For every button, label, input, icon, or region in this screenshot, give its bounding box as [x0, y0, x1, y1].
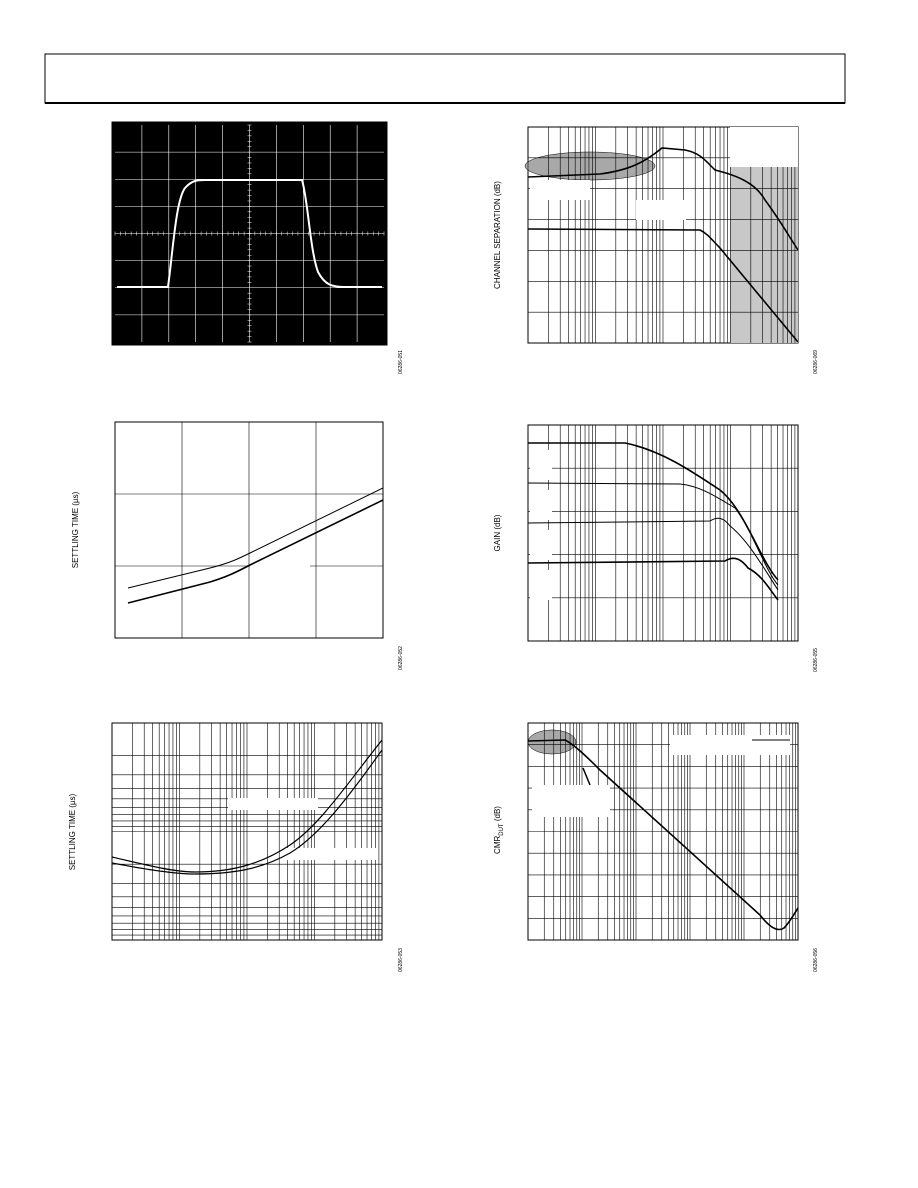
- y-axis-label: CHANNEL SEPARATION (dB): [493, 181, 502, 289]
- y-axis-label: CMRDUT (dB): [493, 806, 505, 854]
- blank-label-area: [530, 530, 552, 560]
- curve: [527, 557, 779, 601]
- curve: [527, 517, 779, 591]
- y-axis-label: SETTLING TIME (µs): [71, 491, 80, 568]
- blank-label-area: [530, 450, 552, 480]
- blank-label-area: [530, 490, 552, 520]
- figure-id: 06286-051: [398, 350, 404, 374]
- curve: [527, 739, 799, 931]
- blank-label-area: [228, 798, 318, 810]
- figure-id: 06286-056: [813, 948, 819, 972]
- curve: [528, 442, 779, 581]
- y-axis-label: GAIN (dB): [493, 514, 502, 551]
- curve: [127, 487, 384, 589]
- scope-plot: [111, 121, 388, 346]
- curve: [527, 228, 799, 343]
- cmr-plot: [527, 722, 799, 941]
- blank-label-area: [730, 127, 798, 167]
- arrow: [582, 767, 591, 786]
- settling-log-plot: [111, 722, 383, 941]
- figure-id: 06286-052: [398, 646, 404, 670]
- curve: [111, 749, 383, 875]
- figure-id: 06286-069: [813, 350, 819, 374]
- curve: [127, 499, 384, 604]
- y-axis-label: SETTLING TIME (µs): [68, 793, 77, 870]
- blank-label-area: [530, 180, 590, 200]
- settling-plot: [114, 421, 384, 639]
- blank-label-area: [670, 735, 790, 755]
- figure-id: 06286-055: [813, 648, 819, 672]
- blank-label-area: [532, 785, 610, 817]
- blank-label-area: [530, 570, 552, 600]
- channel-separation-plot: [524, 126, 799, 344]
- curve: [527, 482, 779, 586]
- figure-id: 06286-053: [398, 948, 404, 972]
- blank-label-area: [636, 200, 686, 220]
- curve: [527, 147, 799, 251]
- blank-label-area: [286, 848, 376, 860]
- gain-plot: [527, 424, 799, 642]
- scope-trace: [117, 179, 382, 288]
- header-box: [44, 53, 846, 104]
- label-main: CMR: [493, 836, 502, 854]
- label-unit: (dB): [493, 806, 502, 824]
- curve: [111, 739, 383, 873]
- label-sub: DUT: [499, 823, 505, 836]
- scope-border: [111, 121, 388, 346]
